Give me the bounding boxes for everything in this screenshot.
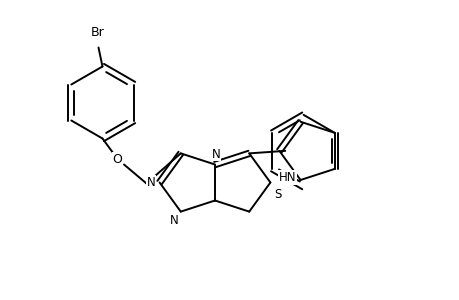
Text: Br: Br <box>90 26 104 39</box>
Text: O: O <box>112 153 122 166</box>
Text: S: S <box>274 188 281 200</box>
Text: HN: HN <box>279 171 296 184</box>
Text: N: N <box>170 214 179 227</box>
Text: N: N <box>146 176 155 189</box>
Text: N: N <box>211 148 220 160</box>
